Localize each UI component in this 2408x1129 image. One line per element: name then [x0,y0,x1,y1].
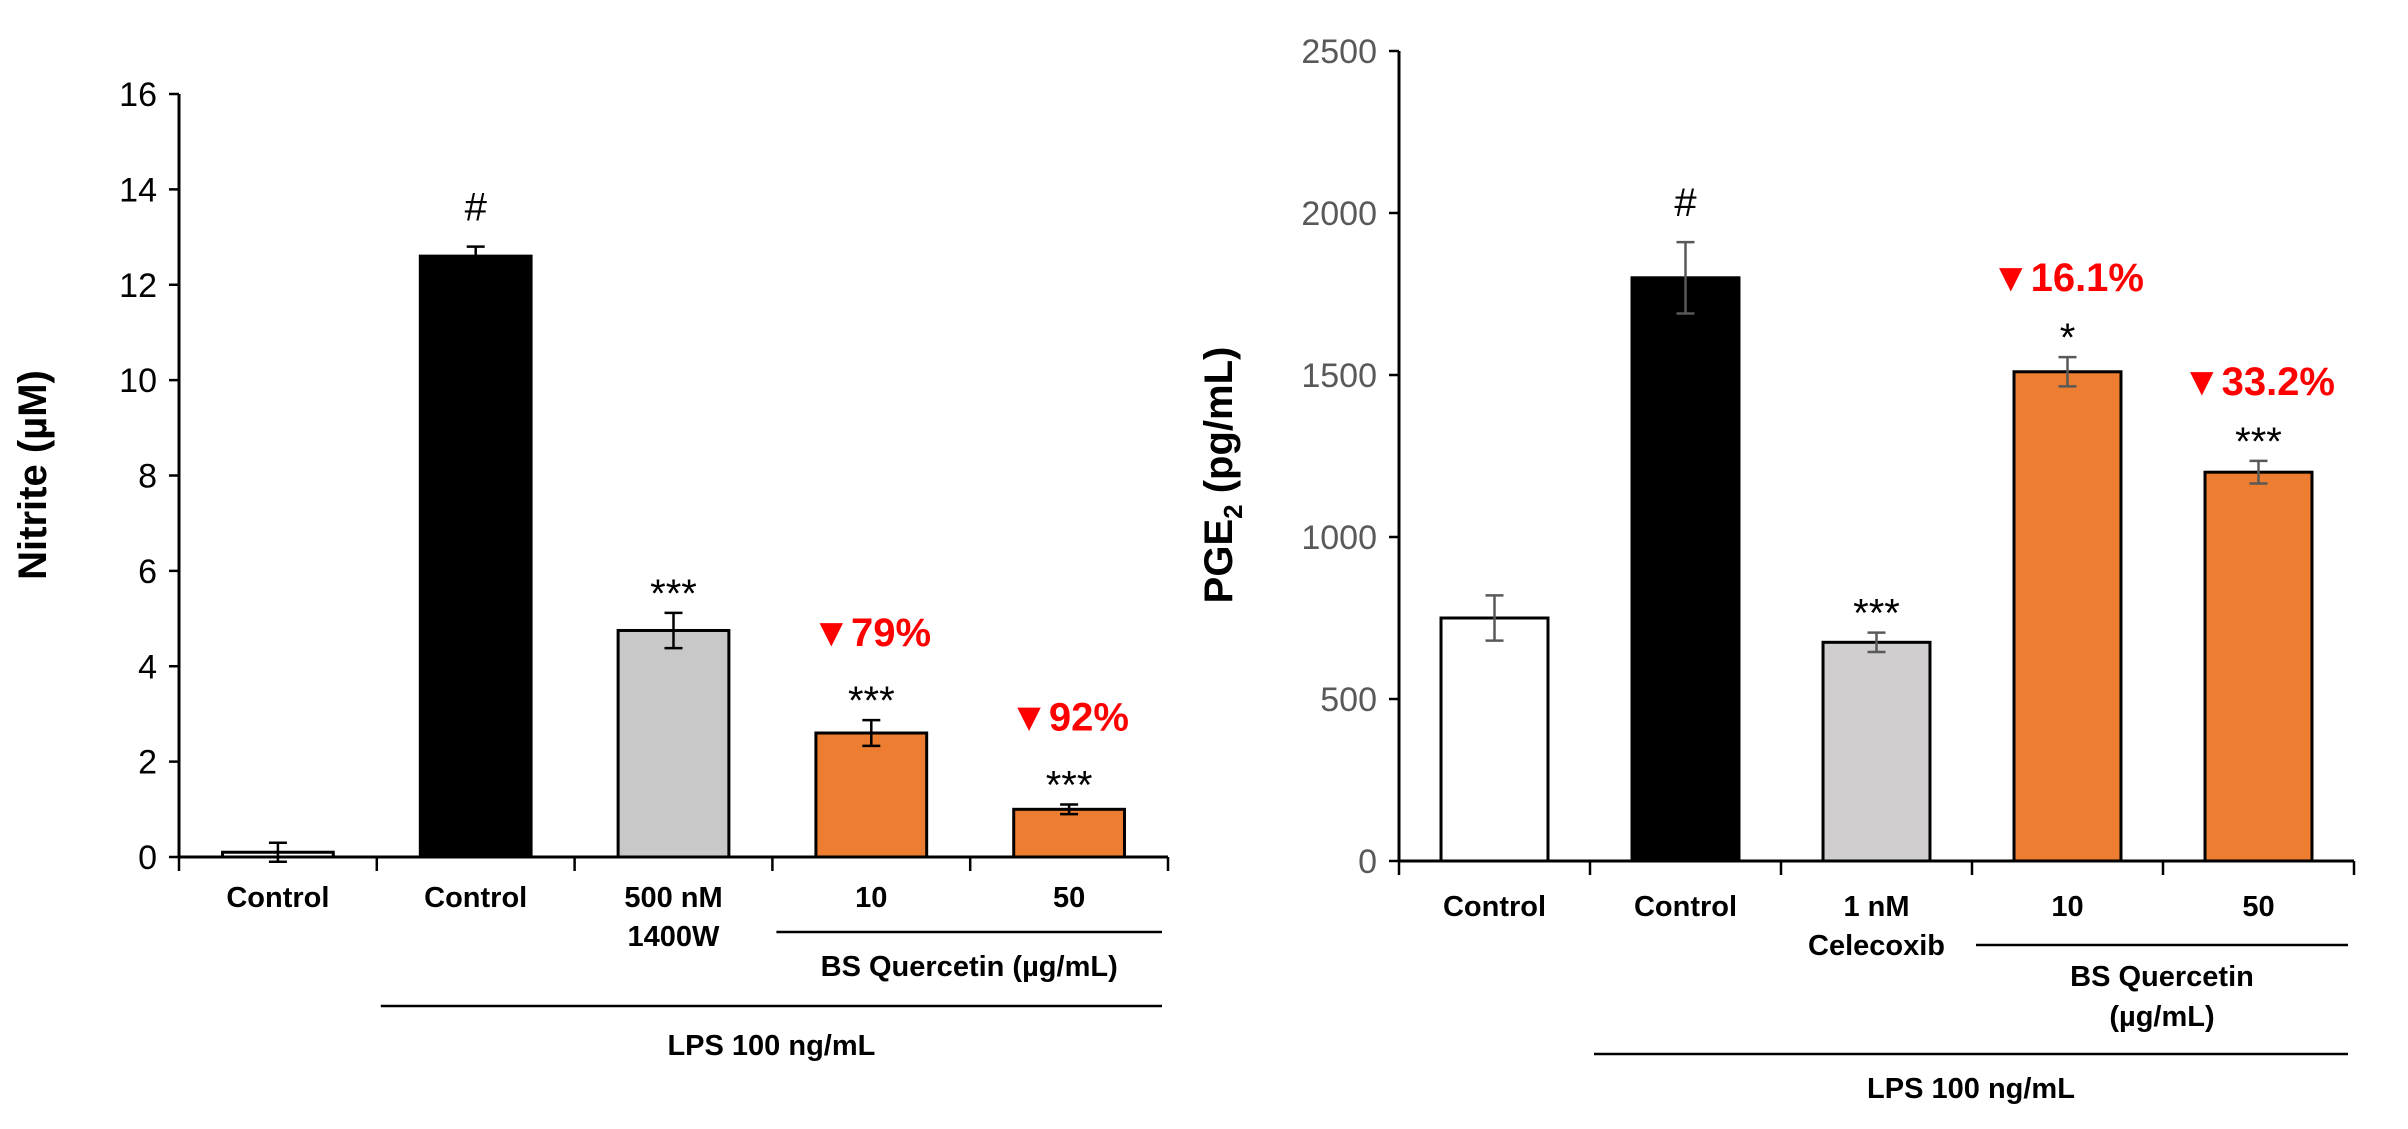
significance-label: * [2060,316,2076,360]
y-tick-label: 2000 [1301,195,1377,233]
y-title-unit: (pg/mL) [1197,347,1241,505]
y-tick-label: 500 [1320,681,1377,719]
x-tick-label: 10 [855,882,887,914]
y-tick-label: 2 [138,744,157,782]
reduction-label: ▼16.1% [1991,256,2144,300]
bar [1821,640,1932,863]
x-tick-label: Control [424,882,527,914]
group-label: LPS 100 ng/mL [667,1030,875,1062]
bar [2012,370,2123,863]
y-tick-label: 1000 [1301,519,1377,557]
chart-1: 0 2 4 6 8 10 12 14 16 Nitrite (µM) Control # Control… [11,76,1170,1062]
reduction-label: ▼33.2% [2182,360,2335,404]
significance-label: # [1674,181,1697,225]
group-label: (µg/mL) [2109,1001,2214,1033]
significance-label: # [465,186,488,230]
y-title-subscript: 2 [1218,504,1248,518]
group-label: BS Quercetin [2070,961,2254,993]
y-tick-label: 10 [119,362,157,400]
bar [616,628,731,859]
y-tick-label: 0 [1358,843,1377,881]
y-tick-label: 2500 [1301,33,1377,71]
x-tick-label: 10 [2051,891,2083,923]
chart-2: 0 500 1000 1500 2000 2500 PGE2 (pg/mL) Control #… [1197,33,2356,1105]
x-tick-label: Control [1443,891,1546,923]
x-tick-label: Control [1634,891,1737,923]
bar [814,731,929,859]
y-tick-label: 4 [138,648,157,686]
y-tick-label: 6 [138,553,157,591]
significance-label: *** [1853,592,1900,636]
group-label: BS Quercetin (µg/mL) [821,951,1118,983]
y-tick-label: 16 [119,76,157,114]
y-tick-label: 0 [138,839,157,877]
bar [2203,470,2314,863]
y-tick-label: 12 [119,267,157,305]
bar [1630,276,1741,863]
x-tick-label: 1400W [628,921,721,953]
significance-label: *** [2235,420,2282,464]
y-axis-title: Nitrite (µM) [11,370,55,580]
reduction-label: ▼92% [1009,696,1129,740]
bar [1439,616,1550,863]
x-tick-label: 1 nM [1843,891,1909,923]
y-tick-label: 14 [119,171,157,209]
x-tick-label: Celecoxib [1808,930,1945,962]
bar [418,254,533,859]
x-tick-label: 50 [2242,891,2274,923]
y-title-main: PGE [1197,519,1241,603]
x-tick-label: Control [226,882,329,914]
x-tick-label: 50 [1053,882,1085,914]
significance-label: *** [650,572,697,616]
significance-label: *** [1046,764,1093,808]
reduction-label: ▼79% [811,611,931,655]
bar [1012,807,1126,859]
y-tick-label: 8 [138,458,157,496]
significance-label: *** [848,679,895,723]
y-axis-title: PGE2 (pg/mL) [1197,347,1248,604]
y-tick-label: 1500 [1301,357,1377,395]
x-tick-label: 500 nM [624,882,722,914]
group-label: LPS 100 ng/mL [1867,1073,2075,1105]
